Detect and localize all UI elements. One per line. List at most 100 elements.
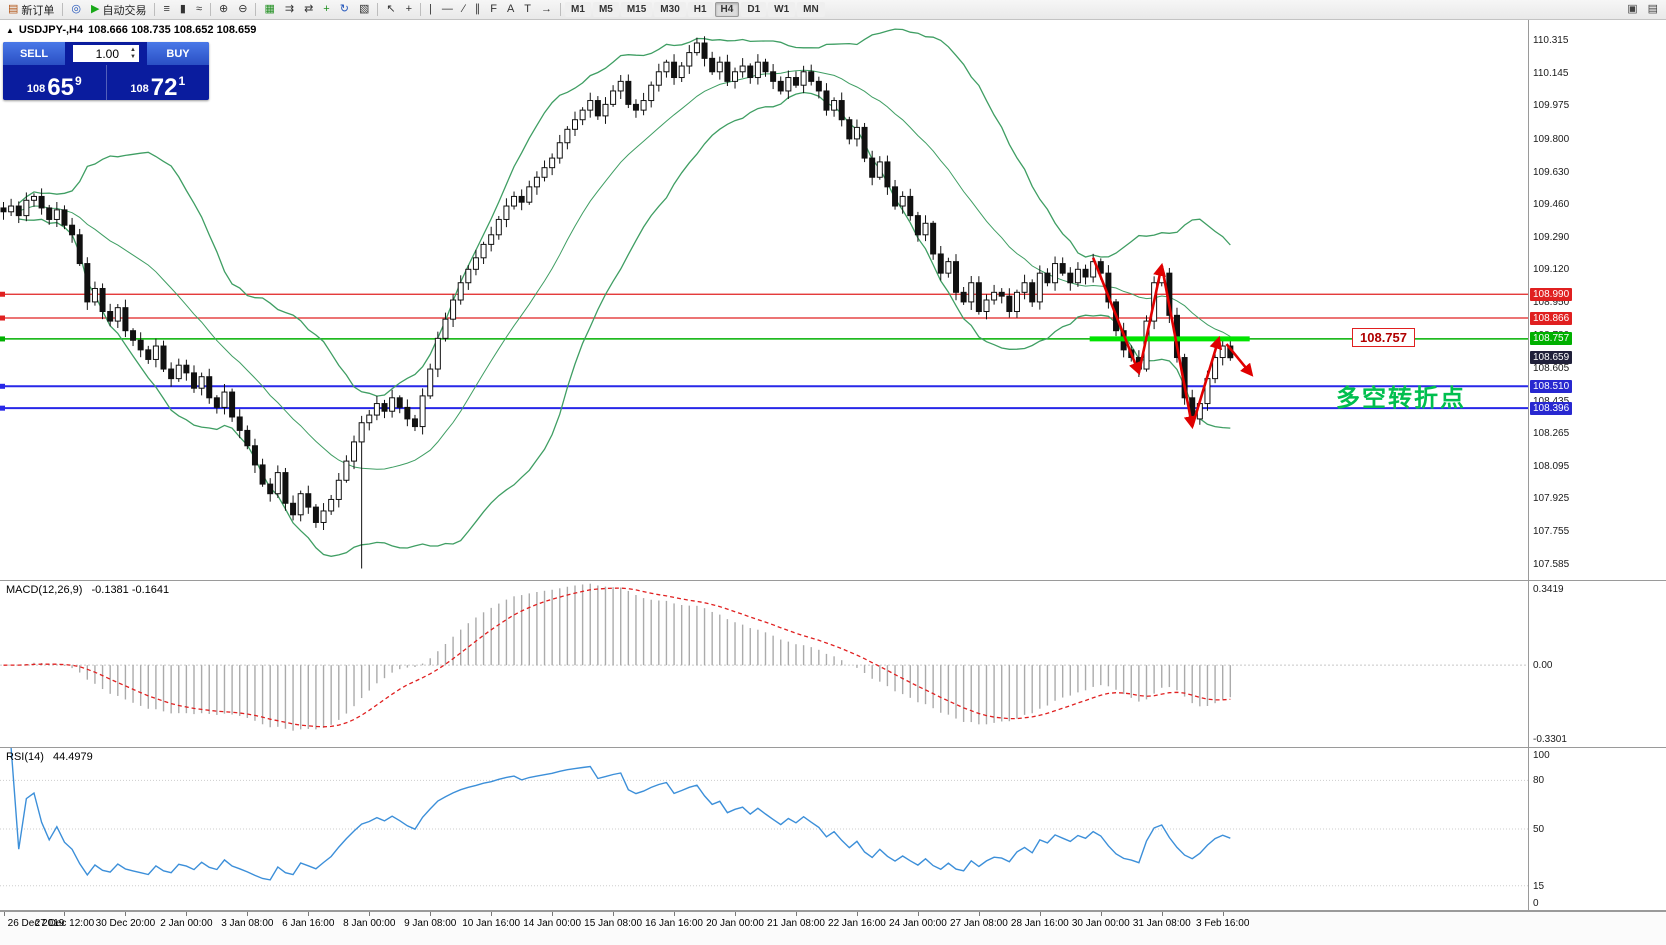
level-lines[interactable]: [0, 291, 1528, 411]
auto-scroll-button[interactable]: ⇉: [281, 1, 298, 18]
new-chart-window-icon[interactable]: ▣: [1623, 1, 1641, 18]
sell-price[interactable]: 108 65 9: [3, 65, 107, 100]
time-tick: [1039, 912, 1041, 916]
candlestick-chart[interactable]: [0, 20, 1528, 580]
price-tick: 108.605: [1533, 363, 1570, 375]
macd-histogram: [10, 583, 1232, 731]
macd-chart[interactable]: [0, 581, 1528, 747]
chart-shift-glyph: ⇄: [304, 3, 314, 15]
compass-icon[interactable]: ◎: [67, 1, 85, 18]
cursor-glyph: ↖: [386, 3, 396, 15]
timeframe-h4[interactable]: H4: [714, 2, 740, 17]
volume-down-icon[interactable]: ▼: [130, 53, 136, 60]
chart-symbol-period: USDJPY-,H4: [18, 24, 84, 36]
new-order-button[interactable]: ▤ 新订单: [4, 1, 58, 18]
volume-up-icon[interactable]: ▲: [130, 46, 136, 53]
volume-input[interactable]: [73, 46, 119, 61]
time-tick: [491, 912, 493, 916]
crosshair-button[interactable]: +: [402, 1, 416, 18]
symbol-arrow-icon: ▲: [6, 25, 14, 35]
new-order-button-label: 新订单: [21, 4, 55, 17]
time-tick: [186, 912, 188, 916]
time-axis-label: 10 Jan 16:00: [462, 918, 521, 929]
new-order-glyph: ▤: [8, 3, 19, 15]
cursor-button[interactable]: ↖: [382, 1, 399, 18]
timeframe-m1[interactable]: M1: [565, 2, 591, 17]
candlestick-chart-type-icon[interactable]: ▮: [176, 1, 190, 18]
time-tick: [430, 912, 432, 916]
price-callout-label[interactable]: 108.757: [1352, 328, 1415, 347]
price-axis[interactable]: 110.315 110.145 109.975 109.800 109.630 109.4…: [1529, 20, 1665, 580]
rsi-pane[interactable]: RSI(14) 44.4979 100 80 50 15 0: [0, 748, 1666, 911]
bar-chart-type-icon[interactable]: ≡: [159, 1, 173, 18]
buy-button[interactable]: BUY: [147, 42, 209, 65]
add-indicator-button[interactable]: +: [319, 1, 333, 18]
time-axis[interactable]: 26 Dec 2019 27 Dec 12:00 30 Dec 20:00 2 Jan…: [0, 911, 1666, 945]
autotrading-glyph: ▶: [91, 3, 100, 15]
macd-scale-label: 0.3419: [1533, 584, 1564, 595]
timeframe-m5[interactable]: M5: [592, 2, 619, 17]
timeframe-mn[interactable]: MN: [797, 2, 825, 17]
price-tick: 110.145: [1533, 67, 1569, 79]
sell-button[interactable]: SELL: [3, 42, 65, 65]
candles: [0, 36, 1234, 569]
toolbar-separator: [420, 3, 422, 16]
horizontal-line-button[interactable]: ―: [438, 1, 457, 18]
time-axis-label: 16 Jan 16:00: [645, 918, 703, 929]
buy-price[interactable]: 108 72 1: [107, 65, 210, 100]
timeframe-w1[interactable]: W1: [768, 2, 796, 17]
indicators-glyph: ▦: [264, 3, 275, 15]
time-tick: [978, 912, 980, 916]
indicators-button[interactable]: ▦: [260, 1, 278, 18]
bar-chart-type-icon-glyph: ≡: [163, 3, 170, 15]
main-chart-pane[interactable]: 110.315 110.145 109.975 109.800 109.630 109.4…: [0, 20, 1666, 581]
timeframe-m30[interactable]: M30: [654, 2, 686, 17]
window-arrange-icon[interactable]: ▤: [1644, 1, 1662, 18]
arrows-button[interactable]: →: [537, 1, 556, 18]
zoom-in-button[interactable]: ⊕: [215, 1, 232, 18]
rsi-chart[interactable]: [0, 748, 1528, 910]
timeframe-h1[interactable]: H1: [687, 2, 713, 17]
time-axis-label: 31 Jan 08:00: [1132, 918, 1191, 929]
turning-point-label[interactable]: 多空转折点: [1336, 385, 1466, 412]
label-glyph: T: [524, 3, 532, 15]
time-axis-label: 14 Jan 00:00: [523, 918, 582, 929]
timeframe-m15[interactable]: M15: [620, 2, 653, 17]
vertical-line-button[interactable]: |: [425, 1, 436, 18]
time-axis-label: 9 Jan 08:00: [404, 918, 457, 929]
channel-button[interactable]: ∥: [471, 1, 485, 18]
fibonacci-button[interactable]: F: [486, 1, 501, 18]
toolbar-separator: [210, 3, 212, 16]
time-tick: [125, 912, 127, 916]
chart-properties-icon[interactable]: ▧: [355, 1, 373, 18]
text-button[interactable]: A: [503, 1, 518, 18]
volume-container: ▲ ▼: [65, 42, 147, 65]
time-axis-label: 22 Jan 16:00: [828, 918, 886, 929]
buy-price-prefix: 108: [130, 83, 149, 95]
time-axis-label: 21 Jan 08:00: [767, 918, 825, 929]
toolbar-left-group: ▤ 新订单 ◎ ▶ 自动交易 ≡ ▮ ≈ ⊕ ⊖ ▦ ⇉ ⇄ + ↻ ▧ ↖ + | ― ∕ ∥ F A T →: [3, 1, 564, 18]
trend-arrows[interactable]: [1091, 257, 1254, 430]
time-axis-label: 30 Dec 20:00: [95, 918, 156, 929]
price-tick: 109.800: [1533, 133, 1570, 145]
time-tick: [247, 912, 249, 916]
refresh-icon[interactable]: ↻: [336, 1, 353, 18]
arrows-glyph: →: [541, 3, 553, 15]
label-button[interactable]: T: [520, 1, 535, 18]
trendline-button[interactable]: ∕: [459, 1, 469, 18]
time-axis-label: 26 Dec 2019: [7, 918, 65, 929]
zoom-out-button[interactable]: ⊖: [234, 1, 251, 18]
price-tick: 109.120: [1533, 264, 1570, 276]
rsi-scale-label: 0: [1533, 898, 1539, 909]
chart-shift-button[interactable]: ⇄: [300, 1, 317, 18]
rsi-axis: 100 80 50 15 0: [1529, 748, 1665, 910]
price-tick: 109.975: [1533, 100, 1570, 112]
timeframe-d1[interactable]: D1: [741, 2, 767, 17]
price-tick: 110.315: [1533, 35, 1569, 47]
time-axis-label: 24 Jan 00:00: [888, 918, 947, 929]
line-chart-type-icon[interactable]: ≈: [192, 1, 206, 18]
macd-axis-separator: [1528, 581, 1529, 747]
autotrading-button[interactable]: ▶ 自动交易: [87, 1, 150, 18]
toolbar-separator: [377, 3, 379, 16]
macd-pane[interactable]: MACD(12,26,9) -0.1381 -0.1641 0.3419 0.00…: [0, 581, 1666, 748]
